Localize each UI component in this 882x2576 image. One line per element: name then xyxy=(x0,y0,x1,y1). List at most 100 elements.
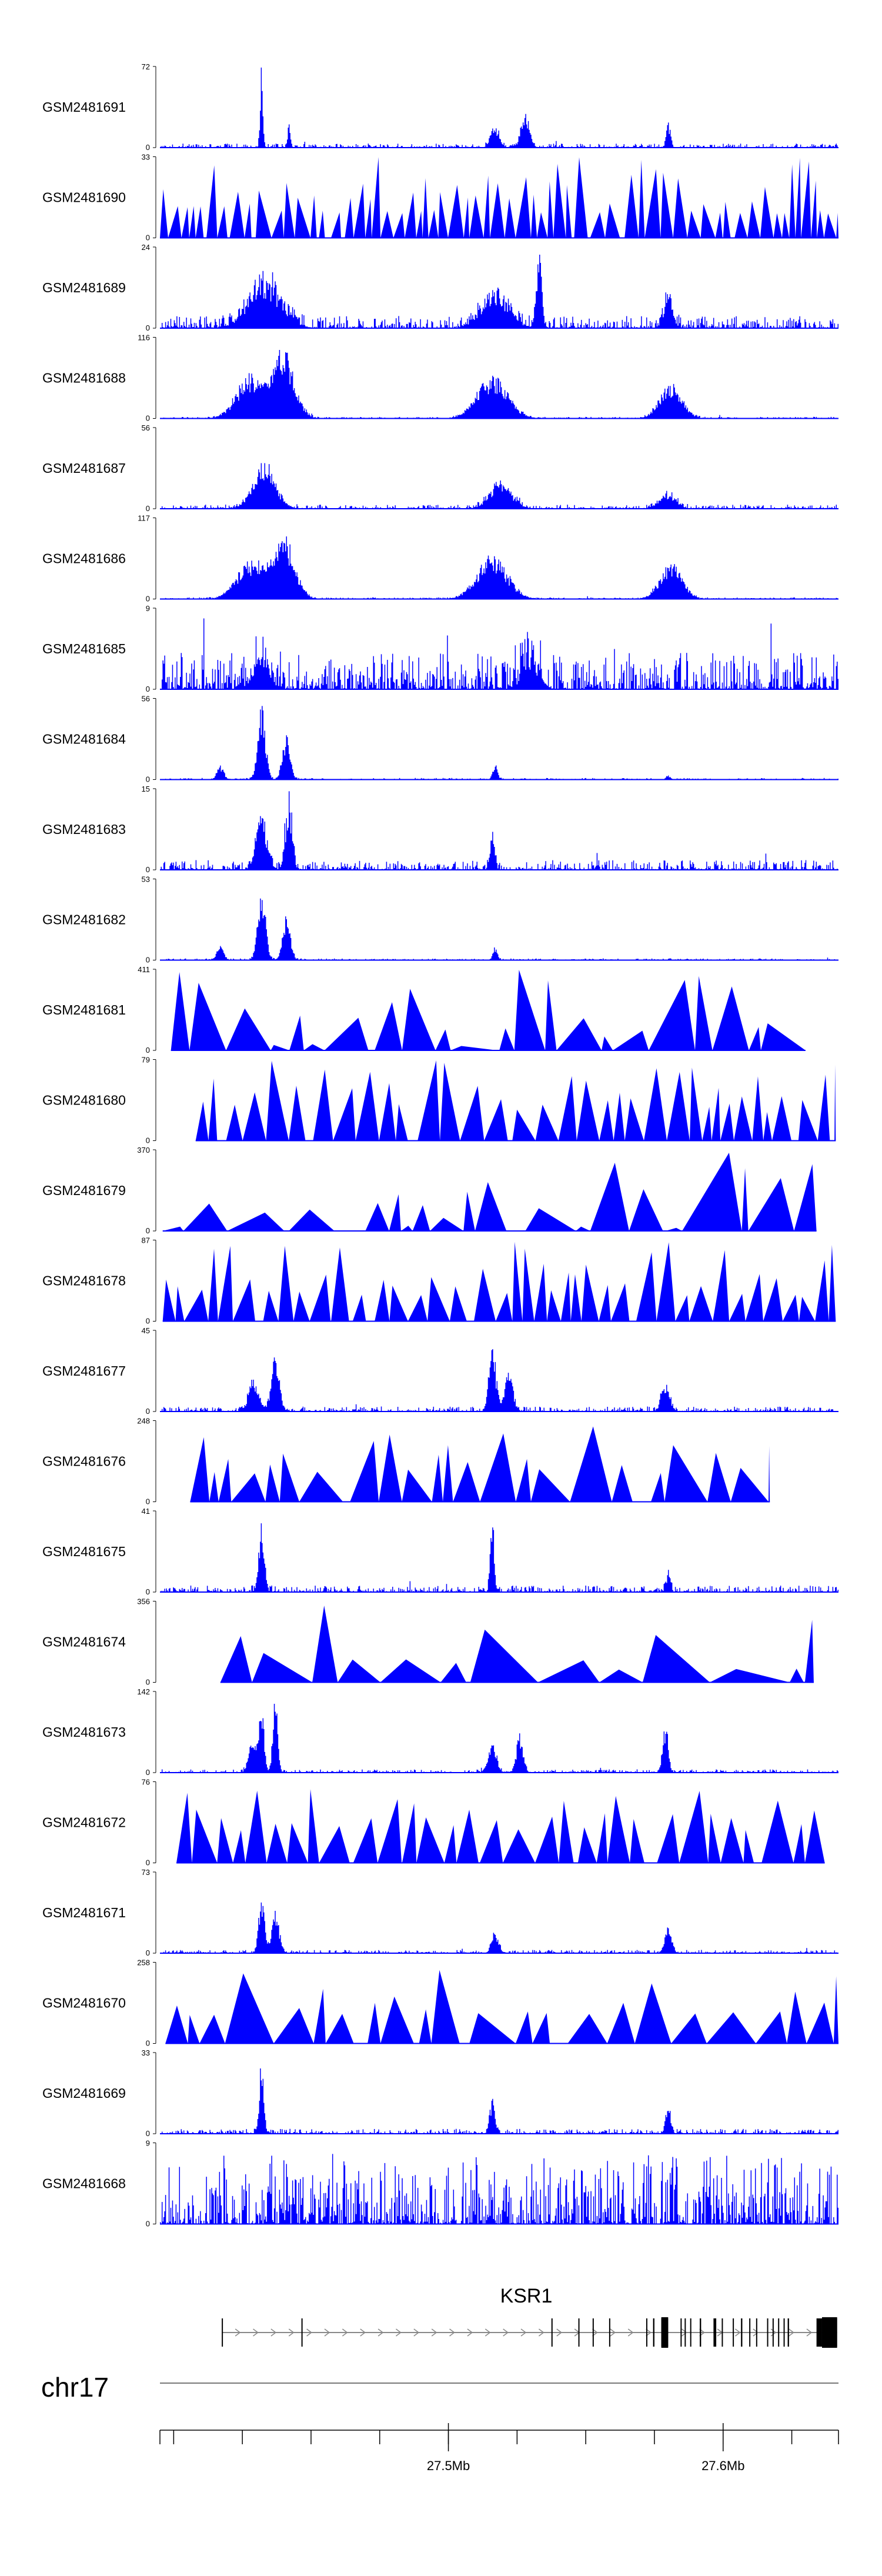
track-GSM2481682: GSM2481682 53 0 xyxy=(42,875,838,965)
track-label: GSM2481680 xyxy=(42,1093,126,1108)
signal-triangles xyxy=(162,1242,836,1322)
y-axis-max-label: 33 xyxy=(142,153,150,162)
y-axis-min-label: 0 xyxy=(146,1317,150,1326)
exon xyxy=(592,2318,594,2347)
signal-triangles xyxy=(220,1605,814,1683)
y-axis-max-label: 56 xyxy=(142,695,150,703)
signal-area xyxy=(160,463,838,509)
exon xyxy=(741,2318,743,2347)
y-axis-min-label: 0 xyxy=(146,2039,150,2048)
gene-name-label: KSR1 xyxy=(500,2285,553,2307)
strand-arrow xyxy=(253,2328,259,2337)
y-axis-max-label: 73 xyxy=(142,1868,150,1877)
y-axis-min-label: 0 xyxy=(146,956,150,965)
y-axis-max-label: 411 xyxy=(138,965,150,974)
y-axis-min-label: 0 xyxy=(146,2129,150,2138)
track-label: GSM2481685 xyxy=(42,641,126,656)
gene-track: KSR1 xyxy=(222,2285,837,2348)
track-label: GSM2481672 xyxy=(42,1815,126,1830)
track-label: GSM2481682 xyxy=(42,912,126,927)
signal-area xyxy=(160,1902,838,1953)
track-GSM2481678: GSM2481678 87 0 xyxy=(42,1236,836,1326)
track-GSM2481690: GSM2481690 33 0 xyxy=(42,153,838,242)
strand-arrow xyxy=(681,2328,687,2337)
y-axis-max-label: 24 xyxy=(142,243,150,252)
strand-arrow xyxy=(235,2328,241,2337)
exon xyxy=(756,2318,757,2347)
track-label: GSM2481691 xyxy=(42,99,126,115)
track-label: GSM2481684 xyxy=(42,732,126,747)
track-label: GSM2481686 xyxy=(42,551,126,566)
exon xyxy=(733,2318,734,2347)
track-GSM2481681: GSM2481681 411 0 xyxy=(42,965,806,1055)
y-axis-max-label: 87 xyxy=(142,1236,150,1245)
signal-area xyxy=(160,706,838,780)
strand-arrow xyxy=(449,2328,455,2337)
track-GSM2481674: GSM2481674 356 0 xyxy=(42,1597,814,1687)
signal-triangles xyxy=(160,157,838,238)
y-axis-max-label: 41 xyxy=(142,1507,150,1516)
y-axis-min-label: 0 xyxy=(146,1497,150,1506)
strand-arrow xyxy=(735,2328,741,2337)
signal-area xyxy=(160,255,838,328)
strand-arrow xyxy=(431,2328,437,2337)
track-GSM2481689: GSM2481689 24 0 xyxy=(42,243,838,332)
track-GSM2481668: GSM2481668 9 0 xyxy=(42,2139,838,2228)
strand-arrow xyxy=(342,2328,348,2337)
track-label: GSM2481677 xyxy=(42,1363,126,1379)
exon xyxy=(778,2318,780,2347)
exon xyxy=(767,2318,769,2347)
track-GSM2481686: GSM2481686 117 0 xyxy=(42,514,838,603)
y-axis-max-label: 248 xyxy=(137,1417,150,1426)
strand-arrow xyxy=(753,2328,759,2337)
track-label: GSM2481679 xyxy=(42,1183,126,1198)
signal-area xyxy=(160,536,838,599)
signal-area xyxy=(160,1704,838,1773)
signal-area xyxy=(160,1523,838,1592)
track-label: GSM2481668 xyxy=(42,2176,126,2191)
signal-tracks: GSM2481691720GSM2481690330GSM2481689240G… xyxy=(42,62,839,2228)
exon xyxy=(646,2318,647,2347)
exon xyxy=(783,2318,785,2347)
y-axis-max-label: 9 xyxy=(146,2139,150,2148)
y-axis-min-label: 0 xyxy=(146,685,150,693)
exon xyxy=(713,2318,717,2347)
track-label: GSM2481674 xyxy=(42,1634,126,1650)
y-axis-max-label: 56 xyxy=(142,423,150,432)
strand-arrow xyxy=(288,2328,295,2337)
y-axis-max-label: 15 xyxy=(142,785,150,793)
signal-area xyxy=(160,2154,838,2224)
axis-tick-label: 27.5Mb xyxy=(427,2458,470,2473)
strand-arrow xyxy=(377,2328,384,2337)
exon xyxy=(749,2318,751,2347)
signal-triangles xyxy=(195,1060,836,1141)
strand-arrow xyxy=(556,2328,563,2337)
signal-triangles xyxy=(165,1970,839,2044)
track-GSM2481687: GSM2481687 56 0 xyxy=(42,423,838,513)
track-GSM2481671: GSM2481671 73 0 xyxy=(42,1868,838,1957)
exon xyxy=(680,2318,682,2347)
exon xyxy=(772,2318,774,2347)
strand-arrow xyxy=(503,2328,509,2337)
track-GSM2481688: GSM2481688 116 0 xyxy=(42,333,838,423)
track-label: GSM2481690 xyxy=(42,190,126,205)
strand-arrow xyxy=(538,2328,544,2337)
signal-triangles xyxy=(162,1152,817,1231)
y-axis-min-label: 0 xyxy=(146,1768,150,1777)
strand-arrow xyxy=(520,2328,527,2337)
track-label: GSM2481689 xyxy=(42,280,126,295)
y-axis-min-label: 0 xyxy=(146,233,150,242)
y-axis-min-label: 0 xyxy=(146,1948,150,1957)
y-axis-min-label: 0 xyxy=(146,414,150,423)
y-axis-min-label: 0 xyxy=(146,2220,150,2228)
exon-thick xyxy=(821,2317,837,2348)
track-GSM2481675: GSM2481675 41 0 xyxy=(42,1507,838,1596)
exon xyxy=(684,2318,686,2347)
y-axis-max-label: 79 xyxy=(142,1056,150,1065)
y-axis-max-label: 117 xyxy=(138,514,150,523)
axis-tick-label: 27.6Mb xyxy=(701,2458,744,2473)
y-axis-min-label: 0 xyxy=(146,1407,150,1416)
y-axis-max-label: 356 xyxy=(137,1597,150,1606)
y-axis-max-label: 370 xyxy=(137,1146,150,1154)
